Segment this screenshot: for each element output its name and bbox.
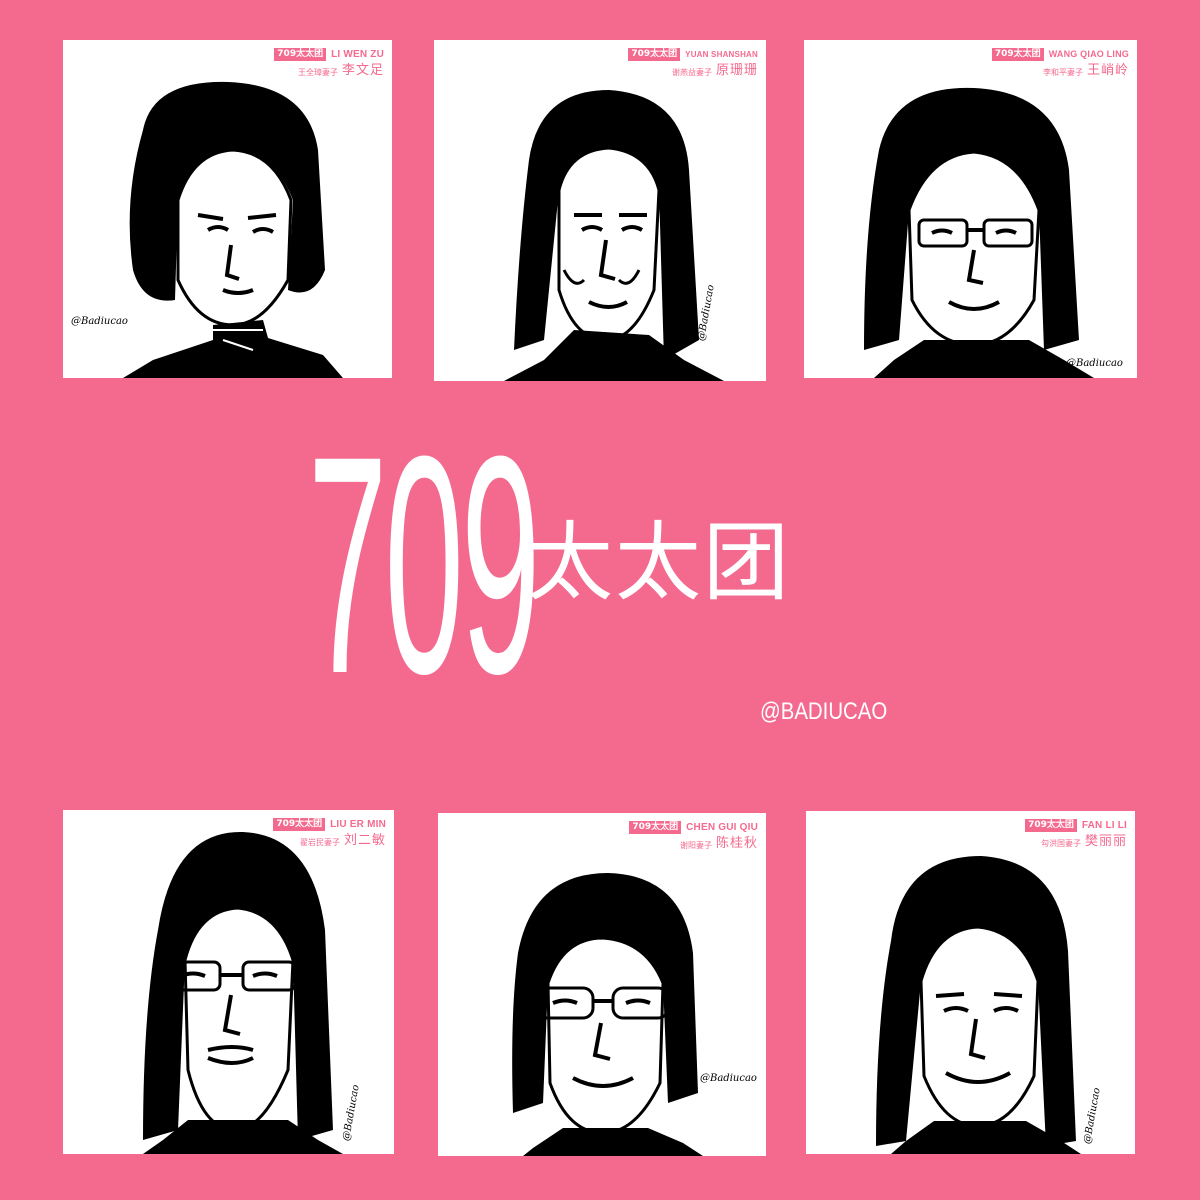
group-badge: 709太太团 [991,48,1044,61]
portrait-card-fan-li-li: 709太太团 FAN LI LI 勾洪国妻子 樊丽丽 @Badiucao [806,811,1135,1154]
portrait-illustration [864,87,1094,378]
portrait-card-yuan-shanshan: 709太太团 YUAN SHANSHAN 谢燕益妻子 原珊珊 @Badiucao [434,40,766,381]
portrait-illustration [123,81,343,378]
portrait-label: 709太太团 YUAN SHANSHAN 谢燕益妻子 原珊珊 [628,48,758,77]
portrait-label: 709太太团 WANG QIAO LING 李和平妻子 王峭岭 [991,48,1129,78]
portrait-illustration [512,873,703,1156]
portrait-card-li-wen-zu: 709太太团 LI WEN ZU 王全璋妻子 李文足 @Badiucao [63,40,392,378]
name-english: LIU ER MIN [330,818,386,830]
name-english: YUAN SHANSHAN [685,49,758,59]
artist-signature: @Badiucao [700,1073,757,1084]
spouse-caption: 谢燕益妻子 [671,68,712,77]
group-badge: 709太太团 [629,821,682,834]
name-chinese: 樊丽丽 [1084,834,1127,849]
portrait-label: 709太太团 FAN LI LI 勾洪国妻子 樊丽丽 [1025,819,1127,848]
name-english: FAN LI LI [1081,819,1127,831]
portrait-illustration [143,831,343,1154]
spouse-caption: 谢阳妻子 [679,841,712,850]
group-badge: 709太太团 [274,48,327,61]
spouse-caption: 翟岩民妻子 [299,838,340,847]
name-chinese: 陈桂秋 [715,836,758,851]
artist-handle: @BADIUCAO [760,698,888,725]
name-english: WANG QIAO LING [1048,49,1129,59]
portrait-label: 709太太团 LI WEN ZU 王全璋妻子 李文足 [274,48,384,77]
portrait-label: 709太太团 LIU ER MIN 翟岩民妻子 刘二敏 [273,818,386,847]
portrait-card-liu-er-min: 709太太团 LIU ER MIN 翟岩民妻子 刘二敏 @Badiucao [63,810,394,1154]
name-chinese: 原珊珊 [715,63,758,78]
name-chinese: 李文足 [341,63,384,78]
artist-signature: @Badiucao [1066,358,1123,369]
spouse-caption: 王全璋妻子 [297,68,338,77]
title-chinese: 太太团 [527,513,791,613]
group-badge: 709太太团 [1025,819,1077,832]
portrait-label: 709太太团 CHEN GUI QIU 谢阳妻子 陈桂秋 [629,821,758,850]
portrait-card-chen-gui-qiu: 709太太团 CHEN GUI QIU 谢阳妻子 陈桂秋 @Badiucao [438,813,766,1156]
name-chinese: 王峭岭 [1086,63,1129,78]
name-english: LI WEN ZU [331,48,384,60]
group-badge: 709太太团 [273,818,326,831]
name-english: CHEN GUI QIU [686,821,758,833]
artist-signature: @Badiucao [71,316,128,327]
name-chinese: 刘二敏 [343,833,386,848]
portrait-card-wang-qiao-ling: 709太太团 WANG QIAO LING 李和平妻子 王峭岭 @Badiuca… [804,40,1137,378]
spouse-caption: 勾洪国妻子 [1040,839,1081,848]
portrait-illustration [876,856,1081,1154]
spouse-caption: 李和平妻子 [1042,68,1083,77]
group-badge: 709太太团 [628,48,681,61]
portrait-illustration [504,90,724,381]
title-number: 709 [308,391,540,738]
